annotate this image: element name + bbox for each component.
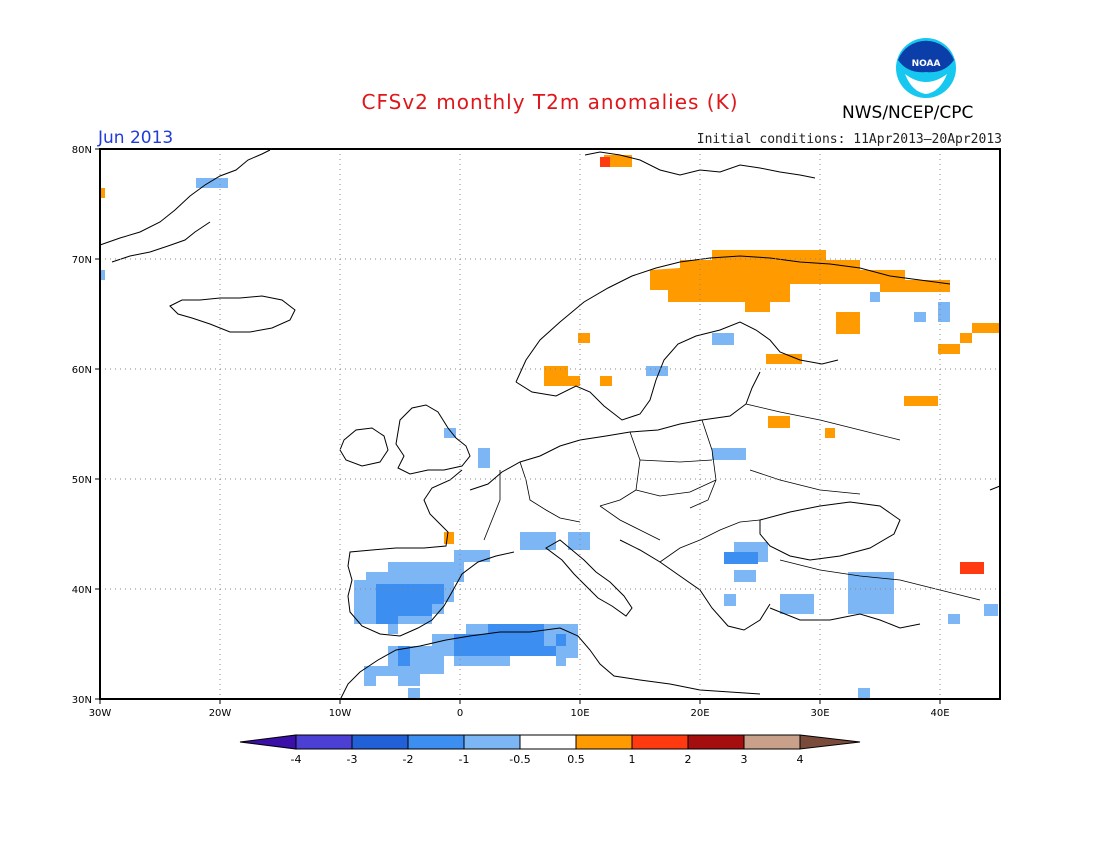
anomaly-cell xyxy=(444,532,454,544)
lon-label: 20E xyxy=(690,708,709,719)
colorbar-tick: -3 xyxy=(347,753,358,766)
agency-label: NWS/NCEP/CPC xyxy=(842,103,974,123)
colorbar-tick: -1 xyxy=(459,753,470,766)
anomaly-cell xyxy=(848,572,894,614)
lat-label: 70N xyxy=(72,255,92,266)
anomaly-cell xyxy=(454,624,566,656)
anomaly-cell xyxy=(712,448,746,460)
lon-label: 40E xyxy=(930,708,949,719)
anomaly-cell xyxy=(544,366,568,386)
colorbar-cell xyxy=(519,734,577,750)
month-label: Jun 2013 xyxy=(98,128,174,148)
anomaly-cell xyxy=(578,333,590,343)
colorbar-cell xyxy=(575,734,633,750)
anomaly-cell xyxy=(520,532,556,550)
colorbar-tick: 4 xyxy=(797,753,804,766)
anomaly-cell xyxy=(960,333,972,343)
initial-conditions-label: Initial conditions: 11Apr2013–20Apr2013 xyxy=(696,132,1002,147)
colorbar-cell xyxy=(743,734,801,750)
anomaly-cell xyxy=(724,594,736,606)
lon-label: 30W xyxy=(89,708,112,719)
anomaly-cell xyxy=(650,250,950,312)
lon-label: 30E xyxy=(810,708,829,719)
coastlines xyxy=(99,149,1001,701)
anomaly-cell xyxy=(960,562,984,574)
colorbar-tick: -2 xyxy=(403,753,414,766)
map-frame xyxy=(99,148,1001,700)
anomaly-cell xyxy=(376,584,444,624)
noaa-logo-text: NOAA xyxy=(912,59,941,69)
colorbar-cell xyxy=(799,734,861,750)
lon-label: 10W xyxy=(329,708,352,719)
colorbar-cell xyxy=(351,734,409,750)
lat-label: 80N xyxy=(72,145,92,156)
anomaly-cell xyxy=(600,157,610,167)
lon-label: 10E xyxy=(570,708,589,719)
lat-label: 30N xyxy=(72,695,92,706)
anomaly-cell xyxy=(568,376,580,386)
anomaly-cell xyxy=(600,376,612,386)
anomaly-cell xyxy=(825,428,835,438)
anomaly-cell xyxy=(904,396,938,406)
lat-label: 40N xyxy=(72,585,92,596)
anomaly-cell xyxy=(938,302,950,322)
anomaly-cell xyxy=(196,178,228,188)
anomaly-cell xyxy=(734,570,756,582)
anomaly-cell xyxy=(712,333,734,345)
anomaly-cell xyxy=(99,188,105,198)
anomaly-cell xyxy=(768,416,790,428)
lon-label: 0 xyxy=(457,708,463,719)
colorbar-cell xyxy=(687,734,745,750)
colorbar-tick: 0.5 xyxy=(567,753,585,766)
anomaly-cell xyxy=(870,292,880,302)
colorbar-cell xyxy=(295,734,353,750)
anomaly-cell xyxy=(408,688,420,700)
anomaly-cell xyxy=(444,428,456,438)
anomaly-cell xyxy=(478,448,490,468)
colorbar-tick: 1 xyxy=(629,753,636,766)
anomaly-cell xyxy=(766,354,802,364)
lon-label: 20W xyxy=(209,708,232,719)
anomaly-cell xyxy=(948,614,960,624)
colorbar-tick: 2 xyxy=(685,753,692,766)
anomaly-cell xyxy=(398,646,410,666)
colorbar-cell xyxy=(239,734,297,750)
colorbar-tick: -0.5 xyxy=(509,753,530,766)
colorbar-cell xyxy=(407,734,465,750)
colorbar-cell xyxy=(463,734,521,750)
anomaly-cell xyxy=(938,344,960,354)
lat-label: 60N xyxy=(72,365,92,376)
anomaly-cell xyxy=(836,312,860,334)
anomaly-cell xyxy=(858,688,870,700)
anomaly-cell xyxy=(646,366,668,376)
anomaly-cell xyxy=(724,552,758,564)
anomaly-cell xyxy=(454,550,490,562)
chart-title: CFSv2 monthly T2m anomalies (K) xyxy=(361,90,739,114)
lat-label: 50N xyxy=(72,475,92,486)
noaa-logo-icon: NOAA xyxy=(896,38,956,98)
anomaly-cell xyxy=(914,312,926,322)
colorbar xyxy=(239,734,861,750)
anomaly-cell xyxy=(780,594,814,614)
colorbar-tick: 3 xyxy=(741,753,748,766)
colorbar-tick: -4 xyxy=(291,753,302,766)
anomaly-cell xyxy=(568,532,590,550)
colorbar-cell xyxy=(631,734,689,750)
anomaly-cell xyxy=(99,270,105,280)
anomaly-cell xyxy=(984,604,998,616)
anomaly-cell xyxy=(972,323,1000,333)
anomaly-cell xyxy=(604,155,632,167)
anomaly-cells xyxy=(99,155,1000,700)
graticule xyxy=(100,149,1000,699)
